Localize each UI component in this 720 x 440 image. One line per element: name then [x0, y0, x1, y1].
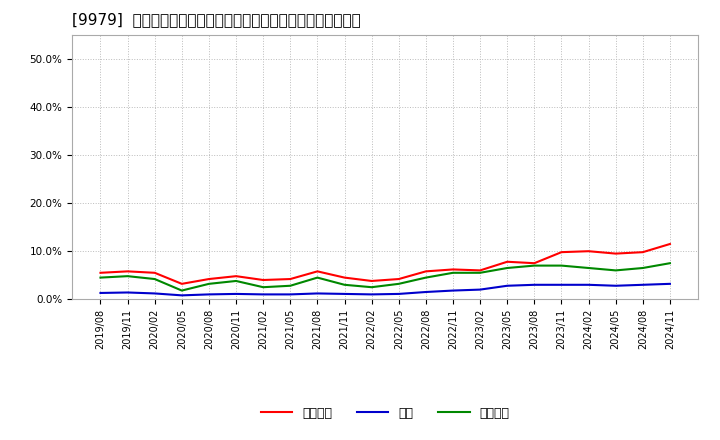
買入債務 — [611, 268, 620, 273]
在庫 — [611, 283, 620, 288]
売上債権 — [639, 249, 647, 255]
買入債務 — [503, 265, 511, 271]
Line: 売上債権: 売上債権 — [101, 244, 670, 284]
売上債権 — [232, 274, 240, 279]
在庫 — [96, 290, 105, 296]
買入債務 — [313, 275, 322, 280]
売上債権 — [178, 281, 186, 286]
Text: [9979]  売上債権、在庫、買入債務の総資産に対する比率の推移: [9979] 売上債権、在庫、買入債務の総資産に対する比率の推移 — [72, 12, 361, 27]
売上債権 — [503, 259, 511, 264]
在庫 — [232, 291, 240, 297]
在庫 — [665, 281, 674, 286]
在庫 — [395, 291, 403, 297]
売上債権 — [150, 270, 159, 275]
Line: 在庫: 在庫 — [101, 284, 670, 295]
Legend: 売上債権, 在庫, 買入債務: 売上債権, 在庫, 買入債務 — [256, 402, 515, 425]
買入債務 — [232, 279, 240, 284]
買入債務 — [557, 263, 566, 268]
売上債権 — [421, 269, 430, 274]
買入債務 — [476, 270, 485, 275]
買入債務 — [96, 275, 105, 280]
在庫 — [639, 282, 647, 287]
買入債務 — [150, 276, 159, 282]
買入債務 — [341, 282, 349, 287]
在庫 — [178, 293, 186, 298]
在庫 — [313, 291, 322, 296]
在庫 — [449, 288, 457, 293]
在庫 — [259, 292, 268, 297]
在庫 — [421, 290, 430, 295]
買入債務 — [665, 260, 674, 266]
Line: 買入債務: 買入債務 — [101, 263, 670, 290]
在庫 — [341, 291, 349, 297]
在庫 — [584, 282, 593, 287]
売上債権 — [530, 260, 539, 266]
在庫 — [123, 290, 132, 295]
在庫 — [150, 291, 159, 296]
買入債務 — [639, 265, 647, 271]
在庫 — [557, 282, 566, 287]
在庫 — [286, 292, 294, 297]
買入債務 — [178, 288, 186, 293]
買入債務 — [204, 281, 213, 286]
買入債務 — [259, 285, 268, 290]
買入債務 — [530, 263, 539, 268]
買入債務 — [123, 274, 132, 279]
売上債権 — [584, 249, 593, 254]
在庫 — [367, 292, 376, 297]
買入債務 — [449, 270, 457, 275]
売上債権 — [395, 276, 403, 282]
買入債務 — [367, 285, 376, 290]
売上債権 — [665, 242, 674, 247]
買入債務 — [286, 283, 294, 288]
在庫 — [530, 282, 539, 287]
売上債権 — [341, 275, 349, 280]
売上債権 — [204, 276, 213, 282]
売上債権 — [476, 268, 485, 273]
買入債務 — [584, 265, 593, 271]
売上債権 — [557, 249, 566, 255]
在庫 — [204, 292, 213, 297]
売上債権 — [449, 267, 457, 272]
売上債権 — [611, 251, 620, 256]
在庫 — [476, 287, 485, 292]
売上債権 — [367, 279, 376, 284]
買入債務 — [395, 281, 403, 286]
売上債権 — [259, 277, 268, 282]
買入債務 — [421, 275, 430, 280]
在庫 — [503, 283, 511, 288]
売上債権 — [313, 269, 322, 274]
売上債権 — [96, 270, 105, 275]
売上債権 — [123, 269, 132, 274]
売上債権 — [286, 276, 294, 282]
